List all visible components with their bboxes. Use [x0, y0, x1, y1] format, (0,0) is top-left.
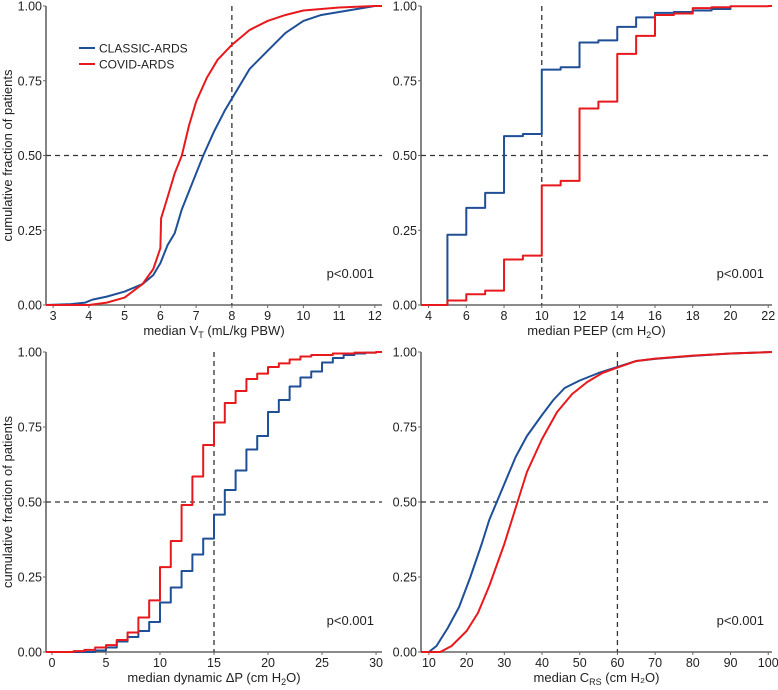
x-label-subscript: 2	[646, 330, 651, 340]
x-label-text: median dynamic ΔP (cm H	[127, 670, 281, 685]
x-tick-label: 60	[610, 656, 624, 670]
x-tick-label: 0	[48, 656, 55, 670]
p-value-annotation: p<0.001	[717, 613, 764, 628]
x-tick-label: 5	[102, 656, 109, 670]
y-tick-label: 0.00	[18, 646, 42, 660]
x-tick-label: 50	[573, 656, 587, 670]
x-tick-label: 90	[724, 656, 738, 670]
x-tick-label: 7	[193, 309, 200, 323]
panel-crs: 0.00 0.25 0.50 0.75 1.00 10 20 30 40 50 60 70 80 90 10…	[393, 346, 778, 688]
y-tick-label: 1.00	[393, 0, 417, 14]
x-axis-label: median dynamic ΔP (cm H2O)	[127, 670, 300, 685]
x-tick-label: 10	[422, 656, 436, 670]
y-tick-label: 0.25	[18, 224, 42, 238]
x-label-text: (cm H₂O)	[602, 670, 660, 685]
x-tick-label: 22	[761, 309, 775, 323]
x-tick-label: 4	[85, 309, 92, 323]
x-tick-label: 20	[724, 309, 738, 323]
series-line-classic-ards	[45, 5, 382, 306]
y-tick-label: 0.50	[18, 149, 42, 163]
y-tick-label: 0.50	[393, 496, 417, 510]
x-tick-label: 20	[261, 656, 275, 670]
x-label-text: O)	[651, 323, 665, 338]
x-tick-label: 12	[368, 309, 382, 323]
x-label-subscript: RS	[589, 677, 602, 685]
y-tick-label: 0.50	[393, 149, 417, 163]
y-axis-label: cumulative fraction of patients	[0, 69, 15, 241]
y-tick-label: 0.25	[393, 571, 417, 585]
x-tick-label: 4	[425, 309, 432, 323]
x-tick-label: 8	[228, 309, 235, 323]
x-tick-label: 18	[686, 309, 700, 323]
x-tick-label: 30	[497, 656, 511, 670]
x-axis-label: median PEEP (cm H2O)	[527, 323, 665, 340]
x-label-text: median C	[534, 670, 590, 685]
y-tick-label: 1.00	[18, 346, 42, 360]
x-tick-label: 100	[758, 656, 778, 670]
x-tick-label: 12	[573, 309, 587, 323]
y-tick-label: 0.75	[18, 74, 42, 88]
y-tick-label: 0.75	[393, 421, 417, 435]
y-tick-label: 0.00	[18, 299, 42, 313]
x-tick-label: 20	[460, 656, 474, 670]
x-tick-label: 16	[648, 309, 662, 323]
series-line-classic-ards	[46, 351, 378, 653]
series-line-covid-ards	[46, 351, 382, 653]
x-tick-label: 6	[463, 309, 470, 323]
legend-label: COVID-ARDS	[99, 58, 174, 72]
x-tick-label: 5	[121, 309, 128, 323]
x-label-text: median PEEP (cm H	[527, 323, 646, 338]
x-tick-label: 11	[333, 309, 346, 323]
legend: CLASSIC-ARDS COVID-ARDS	[79, 42, 188, 72]
x-tick-label: 25	[315, 656, 329, 670]
x-tick-label: 10	[535, 309, 549, 323]
y-tick-label: 0.25	[18, 571, 42, 585]
series-line-covid-ards	[421, 5, 772, 306]
x-tick-label: 10	[153, 656, 167, 670]
x-axis-label: median CRS (cm H₂O)	[534, 670, 660, 685]
x-label-text: median V	[143, 323, 198, 338]
x-label-subscript: 2	[281, 677, 286, 685]
p-value-annotation: p<0.001	[327, 613, 374, 628]
panel-vt: 0.00 0.25 0.50 0.75 1.00 3 4 5 6 7 8 9 10 11 12 median …	[0, 0, 382, 340]
y-tick-label: 1.00	[393, 346, 417, 360]
series-line-classic-ards	[421, 7, 732, 306]
x-tick-label: 3	[50, 309, 57, 323]
y-tick-label: 0.00	[393, 646, 417, 660]
x-tick-label: 9	[264, 309, 271, 323]
panel-dp: 0.00 0.25 0.50 0.75 1.00 0 5 10 15 20 25 30 median d…	[0, 346, 383, 688]
y-tick-label: 0.25	[393, 224, 417, 238]
series-line-covid-ards	[46, 5, 382, 306]
series-line-covid-ards	[421, 351, 773, 653]
x-label-text: (mL/kg PBW)	[204, 323, 285, 338]
x-tick-label: 15	[207, 656, 221, 670]
x-label-subscript: T	[198, 330, 204, 340]
p-value-annotation: p<0.001	[717, 266, 764, 281]
y-tick-label: 0.75	[393, 74, 417, 88]
y-tick-label: 1.00	[18, 0, 42, 14]
x-tick-label: 40	[535, 656, 549, 670]
x-tick-label: 6	[157, 309, 164, 323]
x-axis-label: median VT (mL/kg PBW)	[143, 323, 284, 340]
x-tick-label: 70	[648, 656, 662, 670]
x-tick-label: 8	[501, 309, 508, 323]
legend-label: CLASSIC-ARDS	[99, 42, 188, 56]
x-tick-label: 10	[296, 309, 310, 323]
panel-peep: 0.00 0.25 0.50 0.75 1.00 4 6 8 10 12 14 16 18 20 22 med…	[393, 0, 776, 340]
y-tick-label: 0.00	[393, 299, 417, 313]
p-value-annotation: p<0.001	[327, 266, 374, 281]
x-label-text: O)	[286, 670, 300, 685]
y-axis-label: cumulative fraction of patients	[0, 416, 15, 588]
x-tick-label: 80	[686, 656, 700, 670]
x-tick-label: 14	[610, 309, 624, 323]
x-tick-label: 30	[369, 656, 383, 670]
y-tick-label: 0.50	[18, 496, 42, 510]
y-tick-label: 0.75	[18, 421, 42, 435]
